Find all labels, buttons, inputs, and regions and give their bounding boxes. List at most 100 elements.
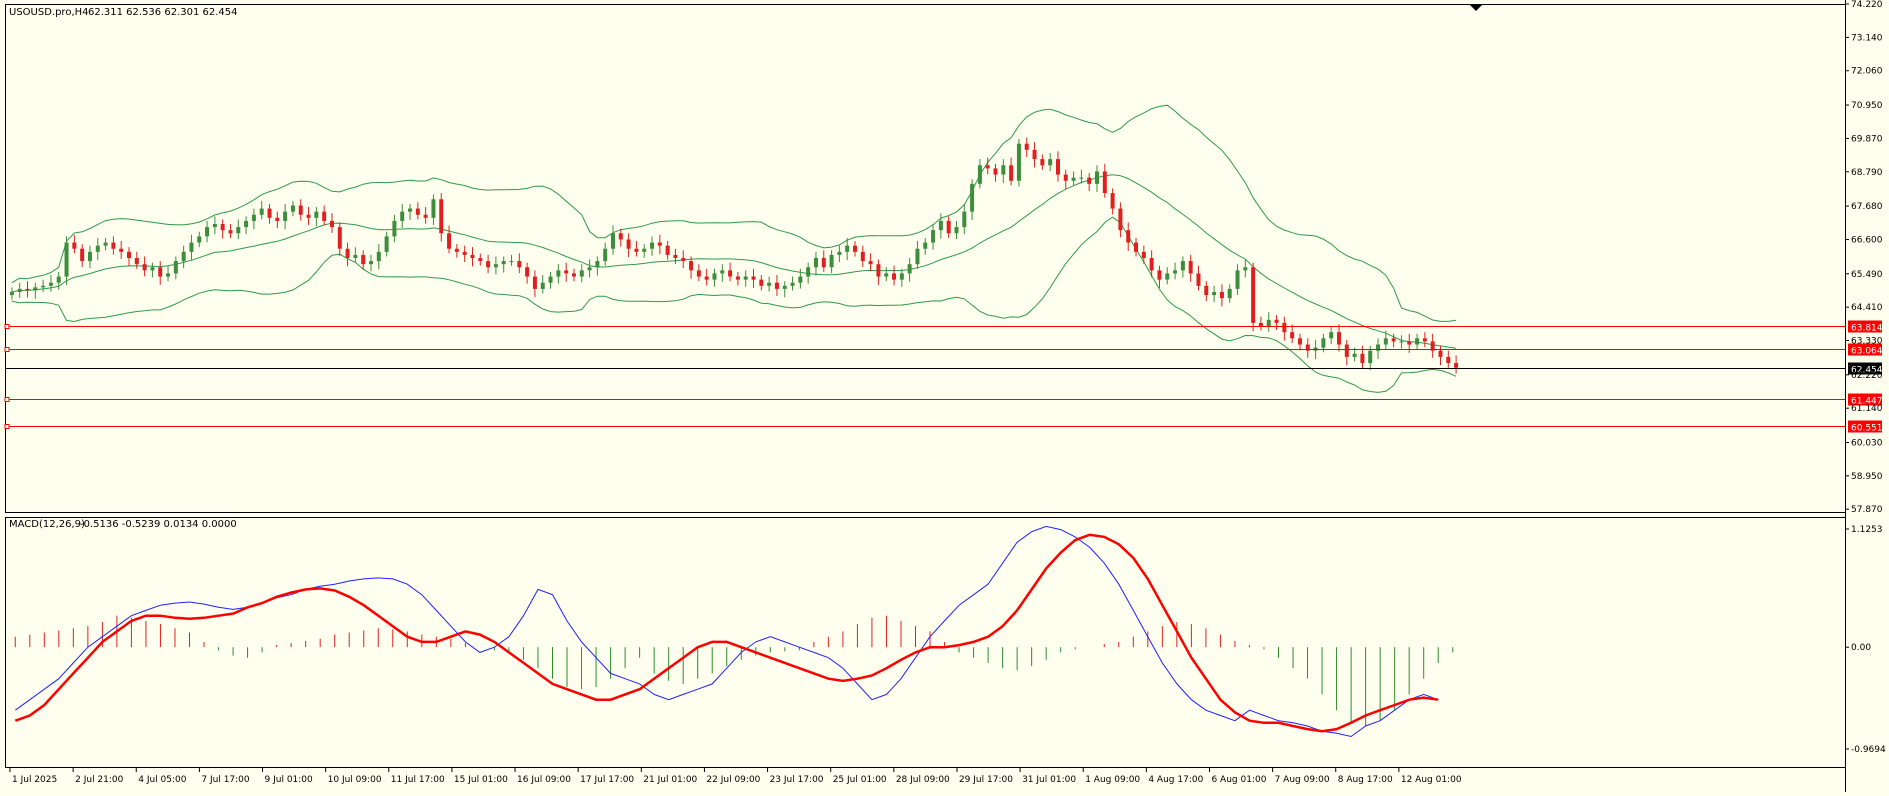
candle-body bbox=[392, 220, 397, 237]
candle-body bbox=[1110, 193, 1115, 209]
time-tick-label: 23 Jul 17:00 bbox=[770, 775, 824, 785]
candle-body bbox=[634, 248, 639, 252]
candle-body bbox=[1118, 208, 1123, 231]
candle-body bbox=[970, 183, 975, 212]
candle-body bbox=[1227, 288, 1232, 299]
level-line-handle[interactable] bbox=[4, 347, 10, 352]
candle-body bbox=[1016, 143, 1021, 181]
candle-body bbox=[525, 267, 530, 277]
time-tick-label: 12 Aug 01:00 bbox=[1401, 775, 1462, 785]
candle-body bbox=[720, 270, 725, 274]
candle-body bbox=[540, 282, 545, 289]
time-tick-label: 9 Jul 01:00 bbox=[265, 775, 314, 785]
candle-body bbox=[103, 242, 108, 246]
candle-body bbox=[189, 242, 194, 252]
candle-body bbox=[626, 239, 631, 249]
candle-body bbox=[205, 227, 210, 237]
price-tick-label: 73.140 bbox=[1851, 33, 1883, 43]
level-price-label: 63.814 bbox=[1851, 324, 1883, 334]
time-tick-label: 10 Jul 09:00 bbox=[328, 775, 382, 785]
level-line-handle[interactable] bbox=[4, 424, 10, 429]
candle-body bbox=[1079, 177, 1084, 179]
candle-body bbox=[56, 276, 61, 283]
candle-body bbox=[1274, 319, 1279, 323]
candle-body bbox=[759, 279, 764, 286]
candle-body bbox=[946, 220, 951, 234]
price-tick-label: 66.600 bbox=[1851, 235, 1883, 245]
candle-body bbox=[173, 261, 178, 274]
time-tick-label: 8 Aug 17:00 bbox=[1338, 775, 1393, 785]
time-tick-label: 31 Jul 01:00 bbox=[1022, 775, 1076, 785]
candle-body bbox=[1141, 251, 1146, 258]
candle-body bbox=[251, 214, 256, 221]
price-tick-label: 65.490 bbox=[1851, 270, 1883, 280]
level-lines[interactable]: 63.814 63.064 61.447 60.551 62.454 bbox=[4, 320, 1883, 434]
candle-body bbox=[1391, 338, 1396, 342]
candle-body bbox=[868, 261, 873, 265]
price-tick-label: 58.950 bbox=[1851, 472, 1883, 482]
candle-body bbox=[517, 261, 522, 268]
level-line-handle[interactable] bbox=[4, 397, 10, 402]
candle-body bbox=[353, 254, 358, 258]
ohlc-values: 62.311 62.536 62.301 62.454 bbox=[88, 7, 238, 18]
candle-body bbox=[1157, 270, 1162, 280]
candle-body bbox=[1032, 149, 1037, 160]
candle-body bbox=[267, 208, 272, 218]
time-tick-label: 6 Aug 01:00 bbox=[1211, 775, 1266, 785]
chart-shift-marker-icon[interactable] bbox=[1470, 5, 1482, 11]
candle-body bbox=[884, 273, 889, 277]
candle-body bbox=[1173, 270, 1178, 274]
candle-body bbox=[829, 254, 834, 268]
candle-body bbox=[845, 245, 850, 252]
candle-body bbox=[923, 242, 928, 249]
level-price-label: 60.551 bbox=[1851, 424, 1883, 434]
candle-body bbox=[166, 273, 171, 277]
candle-body bbox=[1024, 143, 1029, 150]
candle-body bbox=[915, 248, 920, 265]
bb-upper-line bbox=[11, 104, 1457, 322]
candle-body bbox=[681, 258, 686, 262]
candle-body bbox=[228, 230, 233, 234]
price-tick-label: 68.790 bbox=[1851, 168, 1883, 178]
symbol-label: USOUSD.pro,H4 bbox=[9, 7, 89, 18]
price-tick-label: 62.220 bbox=[1851, 371, 1883, 381]
candle-body bbox=[931, 230, 936, 243]
candle-body bbox=[1430, 341, 1435, 351]
candle-body bbox=[1258, 322, 1263, 326]
candle-body bbox=[1048, 159, 1053, 166]
candle-body bbox=[314, 211, 319, 218]
candle-body bbox=[1399, 341, 1404, 343]
price-tick-label: 63.330 bbox=[1851, 337, 1883, 347]
candle-body bbox=[1251, 267, 1256, 323]
candle-body bbox=[431, 199, 436, 218]
candle-body bbox=[1188, 261, 1193, 274]
macd-tick-label: -0.9694 bbox=[1851, 745, 1886, 755]
candle-body bbox=[1040, 159, 1045, 166]
time-tick-label: 21 Jul 01:00 bbox=[643, 775, 697, 785]
time-tick-label: 29 Jul 17:00 bbox=[959, 775, 1013, 785]
candle-body bbox=[111, 242, 116, 249]
bollinger-bands bbox=[11, 104, 1457, 393]
level-price-label: 61.447 bbox=[1851, 397, 1883, 407]
time-tick-label: 28 Jul 09:00 bbox=[896, 775, 950, 785]
candle-body bbox=[962, 211, 967, 228]
candle-body bbox=[1126, 230, 1131, 243]
candle-body bbox=[1422, 338, 1427, 342]
candle-body bbox=[1376, 344, 1381, 351]
candle-body bbox=[17, 288, 22, 292]
candle-body bbox=[306, 214, 311, 218]
time-tick-label: 4 Jul 05:00 bbox=[138, 775, 187, 785]
candle-body bbox=[1290, 332, 1295, 339]
candle-body bbox=[509, 261, 514, 263]
candle-body bbox=[611, 233, 615, 249]
signal-line bbox=[14, 533, 1439, 733]
price-tick-label: 64.410 bbox=[1851, 303, 1883, 313]
time-tick-label: 7 Jul 17:00 bbox=[201, 775, 250, 785]
candle-body bbox=[95, 245, 100, 252]
level-line-handle[interactable] bbox=[4, 324, 10, 329]
candle-body bbox=[454, 248, 459, 252]
candle-body bbox=[728, 270, 733, 277]
candle-body bbox=[556, 270, 561, 277]
candle-body bbox=[384, 236, 389, 252]
